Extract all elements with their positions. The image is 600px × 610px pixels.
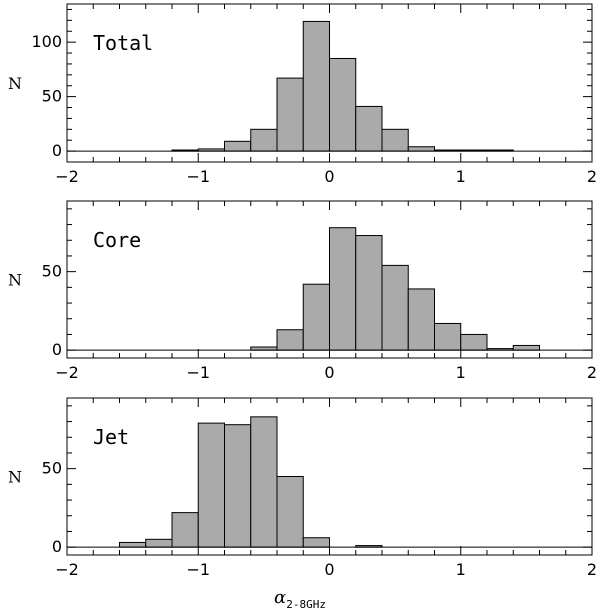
histogram-bar: [171, 512, 199, 548]
y-tick-label: 50: [42, 459, 62, 478]
x-tick-label: −1: [186, 560, 210, 579]
histogram-bar: [250, 416, 278, 548]
panel-title: Jet: [93, 425, 129, 449]
x-axis-label: α2-8GHz: [274, 587, 326, 610]
histogram-bar: [407, 288, 435, 351]
histogram-bar: [355, 105, 383, 152]
histogram-bar: [512, 344, 540, 351]
x-tick-label: −1: [186, 167, 210, 186]
histogram-bar: [276, 329, 304, 351]
histogram-bar: [250, 128, 278, 152]
y-tick-label: 100: [31, 32, 62, 51]
x-tick-label: 2: [587, 560, 597, 579]
panel-total: −2 −1 0 1 2 0 50 100 N Total: [8, 3, 597, 186]
histogram-bar: [381, 264, 409, 351]
y-tick-label: 50: [42, 87, 62, 106]
histogram-bar: [276, 77, 304, 152]
x-tick-label: 0: [324, 167, 334, 186]
panel-core: −2 −1 0 1 2 0 50 N Core: [8, 200, 597, 382]
x-tick-label: 0: [324, 560, 334, 579]
histogram-bar: [276, 476, 304, 548]
y-axis-label: N: [8, 74, 22, 93]
histogram-bar: [460, 333, 488, 351]
x-tick-label: 1: [456, 167, 466, 186]
panel-title: Total: [93, 31, 153, 55]
y-axis-label: N: [8, 271, 22, 290]
panels-container: −2 −1 0 1 2 0 50 100 N Total −2 −1 0 1 2 0 50 N Core −2 −1 0 1…: [8, 3, 597, 579]
histogram-bar: [407, 146, 435, 152]
x-tick-label: 1: [456, 560, 466, 579]
histogram-bar: [381, 128, 409, 152]
y-tick-label: 0: [52, 537, 62, 556]
y-axis-label: N: [8, 468, 22, 487]
histogram-bar: [302, 20, 330, 152]
x-tick-label: −2: [55, 363, 79, 382]
panel-title: Core: [93, 228, 141, 252]
histogram-bar: [355, 235, 383, 351]
histogram-bar: [329, 57, 357, 152]
histogram-bar: [302, 537, 330, 548]
panel-jet: −2 −1 0 1 2 0 50 N Jet: [8, 397, 597, 579]
histogram-bar: [145, 538, 173, 548]
y-tick-label: 0: [52, 340, 62, 359]
histogram-bar: [224, 424, 252, 548]
histogram-bar: [119, 541, 147, 548]
x-tick-label: 2: [587, 167, 597, 186]
histogram-bar: [329, 227, 357, 351]
y-tick-label: 50: [42, 262, 62, 281]
x-tick-label: 2: [587, 363, 597, 382]
x-tick-label: 0: [324, 363, 334, 382]
histogram-bar: [434, 322, 462, 351]
histogram-bar: [302, 283, 330, 351]
y-tick-label: 0: [52, 141, 62, 160]
x-tick-label: 1: [456, 363, 466, 382]
x-tick-label: −2: [55, 167, 79, 186]
x-tick-label: −2: [55, 560, 79, 579]
x-tick-label: −1: [186, 363, 210, 382]
histogram-bar: [197, 422, 225, 548]
plot-frame: [66, 397, 593, 556]
histogram-bar: [224, 140, 252, 152]
